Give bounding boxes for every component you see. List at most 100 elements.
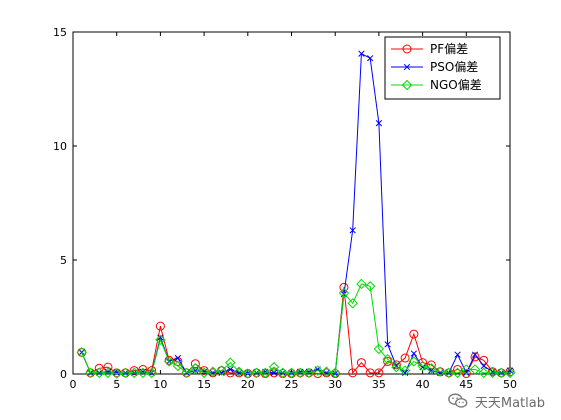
data-point (76, 347, 87, 358)
watermark: 天天Matlab (447, 390, 545, 412)
data-point (454, 351, 461, 358)
data-point (373, 343, 385, 355)
legend-label: PF偏差 (430, 41, 468, 56)
data-point (111, 368, 122, 379)
x-tick-label: 15 (197, 378, 211, 391)
data-point (461, 364, 472, 375)
series-3 (76, 278, 516, 379)
data-point (417, 360, 428, 372)
x-tick-label: 35 (372, 378, 386, 391)
data-point (129, 366, 139, 376)
data-point (496, 367, 507, 379)
data-point (198, 367, 210, 379)
data-point (94, 367, 105, 379)
data-point (348, 368, 358, 378)
data-point (270, 369, 278, 377)
data-point (400, 353, 410, 363)
data-point (128, 367, 140, 379)
data-point (399, 365, 411, 376)
data-point (452, 367, 463, 379)
data-point (375, 120, 383, 127)
data-point (260, 367, 271, 379)
data-point (303, 367, 315, 379)
data-point (469, 364, 481, 375)
data-point (391, 361, 402, 373)
legend: PF偏差 PSO偏差 NGO偏差 (384, 36, 501, 100)
data-point (102, 367, 114, 379)
y-tick-label: 10 (53, 140, 67, 153)
data-point (155, 334, 166, 346)
x-tick-label: 40 (416, 378, 430, 391)
wechat-icon (448, 393, 468, 408)
data-point (286, 367, 297, 379)
data-point (227, 366, 234, 373)
data-point (367, 55, 374, 62)
x-tick-label: 0 (70, 378, 77, 391)
data-point (329, 367, 341, 379)
data-point (146, 367, 157, 379)
data-point (382, 353, 393, 365)
data-point (504, 367, 516, 379)
y-tick-label: 5 (60, 254, 67, 267)
legend-item: NGO偏差 (391, 77, 482, 92)
data-point (364, 281, 376, 292)
data-point (426, 363, 437, 374)
legend-label: NGO偏差 (430, 77, 482, 92)
data-point (172, 360, 184, 372)
data-point (155, 321, 165, 331)
data-point (408, 356, 420, 367)
data-point (471, 351, 479, 358)
data-point (207, 366, 219, 377)
legend-label: PSO偏差 (430, 59, 478, 74)
data-point (157, 334, 164, 341)
data-point (295, 367, 306, 379)
legend-item: PF偏差 (391, 41, 468, 56)
y-tick-label: 15 (53, 26, 67, 39)
data-point (384, 341, 391, 348)
watermark-text: 天天Matlab (474, 395, 545, 411)
data-point (147, 366, 157, 376)
data-point (268, 361, 280, 373)
data-point (163, 356, 175, 367)
data-point (216, 365, 227, 376)
x-tick-label: 45 (459, 378, 473, 391)
data-point (338, 287, 350, 299)
data-point (463, 369, 470, 377)
data-point (190, 363, 201, 374)
data-point (443, 367, 455, 379)
data-point (374, 368, 384, 378)
data-point (251, 367, 262, 379)
data-point (181, 367, 192, 379)
data-point (487, 367, 498, 379)
data-point (409, 329, 419, 339)
data-point (137, 367, 149, 379)
legend-marker (401, 79, 413, 91)
data-point (383, 356, 393, 366)
legend-box (384, 36, 501, 100)
data-point (347, 298, 358, 309)
legend-marker (402, 44, 412, 54)
data-point (277, 367, 288, 379)
x-tick-label: 20 (241, 378, 255, 391)
data-point (410, 350, 418, 357)
x-tick-label: 50 (503, 378, 517, 391)
legend-item: PSO偏差 (391, 59, 478, 74)
data-point (138, 364, 148, 374)
data-point (356, 278, 367, 290)
data-point (426, 360, 436, 370)
data-point (365, 368, 375, 378)
x-tick-label: 30 (328, 378, 342, 391)
data-point (242, 368, 254, 379)
data-point (434, 366, 446, 377)
data-point (85, 367, 96, 379)
data-point (349, 227, 356, 234)
data-point (391, 360, 401, 370)
x-tick-label: 25 (285, 378, 299, 391)
data-point (358, 50, 365, 57)
data-point (225, 357, 236, 368)
data-point (120, 367, 131, 379)
data-point (401, 369, 409, 377)
data-point (356, 358, 366, 368)
y-tick-label: 0 (60, 368, 67, 381)
